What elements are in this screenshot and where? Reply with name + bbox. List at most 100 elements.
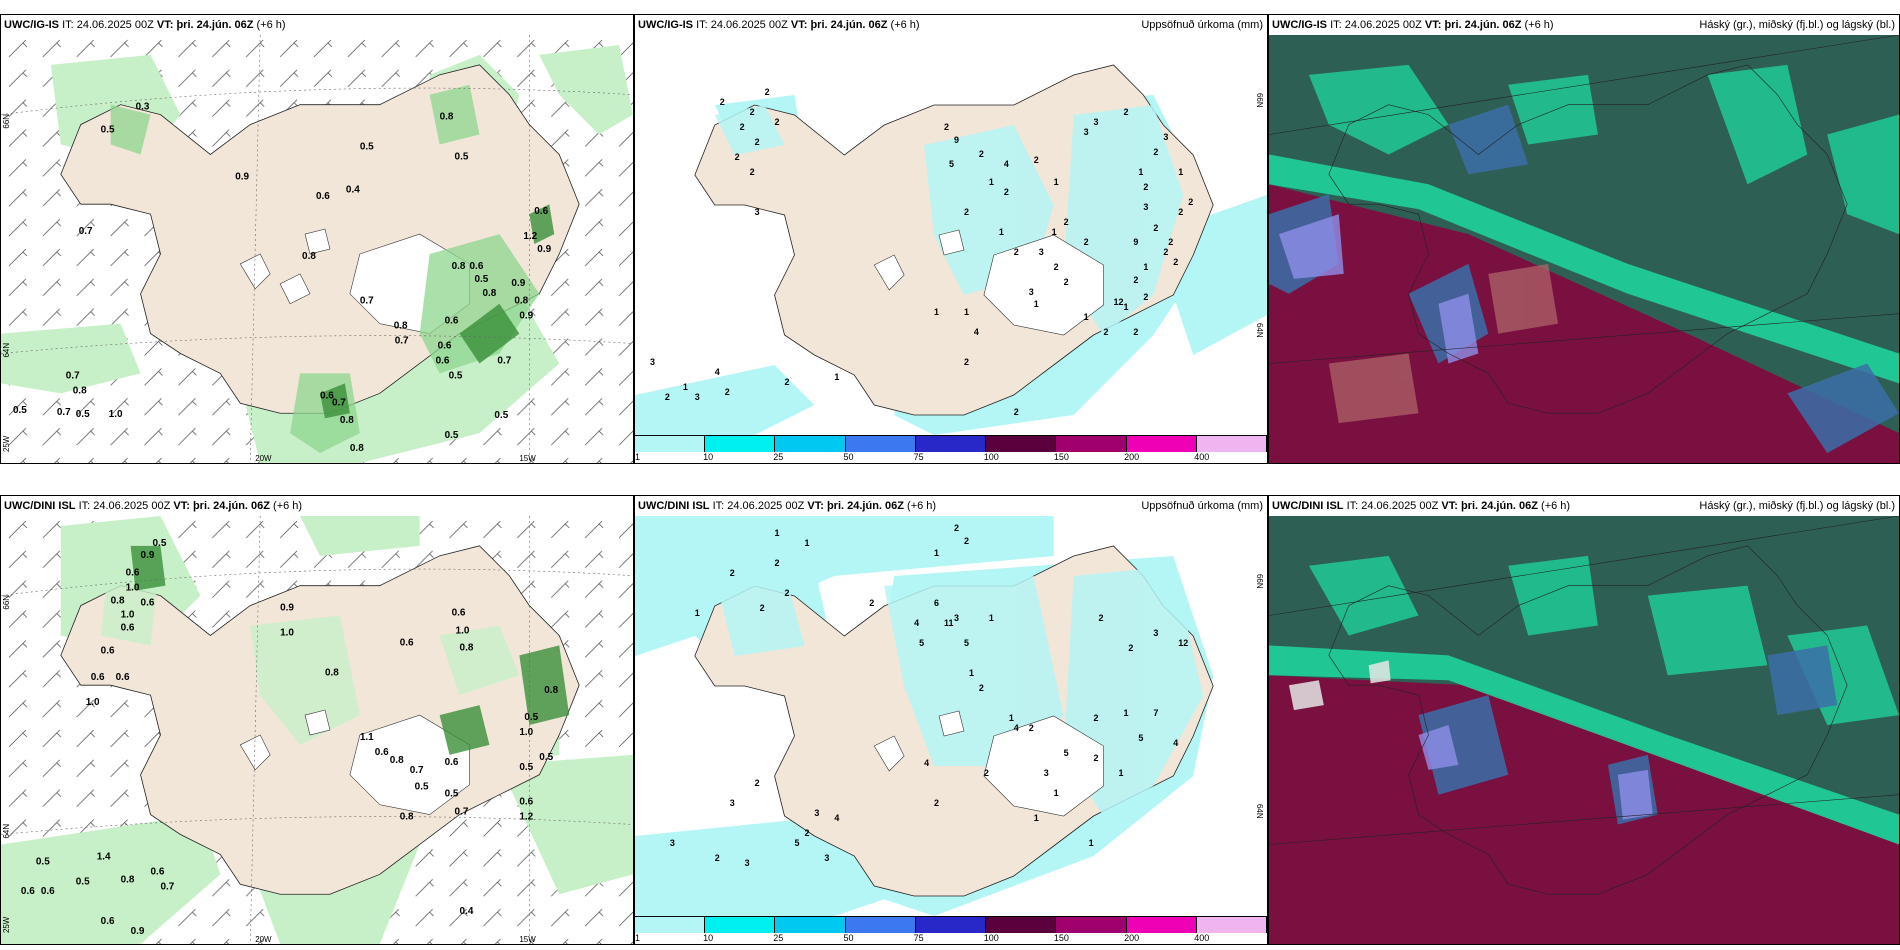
precip-value: 0.6 bbox=[101, 645, 115, 656]
legend-label: 10 bbox=[703, 933, 714, 943]
precip-legend: 1 10 25 50 75 100 150 200 400 bbox=[635, 916, 1267, 944]
legend-label: 25 bbox=[773, 452, 784, 462]
precip-value: 4 bbox=[1014, 723, 1019, 733]
lon-label: 15W bbox=[519, 935, 536, 944]
precip-value: 0.7 bbox=[57, 407, 71, 418]
precip-value: 7 bbox=[1153, 708, 1158, 718]
precip-value: 3 bbox=[730, 798, 735, 808]
precip-value: 1 bbox=[1178, 167, 1183, 177]
vt-value: þri. 24.jún. 06Z bbox=[810, 19, 888, 31]
precip-value: 0.5 bbox=[455, 151, 469, 162]
precip-value: 1 bbox=[683, 382, 688, 392]
precip-value: 2 bbox=[954, 523, 959, 533]
precip-value: 0.5 bbox=[445, 789, 459, 800]
precip-value: 0.5 bbox=[153, 538, 167, 549]
precip-value: 1 bbox=[1034, 813, 1039, 823]
precip-value: 0.6 bbox=[101, 916, 115, 927]
precip-value: 1 bbox=[1143, 262, 1148, 272]
precip-value: 3 bbox=[695, 392, 700, 402]
precip-value: 2 bbox=[1104, 327, 1109, 337]
precip-value: 0.8 bbox=[111, 596, 125, 607]
precip-value: 1.1 bbox=[360, 732, 374, 743]
precip-value: 0.5 bbox=[36, 856, 50, 867]
panel-header: UWC/DINI ISL IT: 24.06.2025 00Z VT: þri.… bbox=[1269, 496, 1899, 516]
precip-value: 0.5 bbox=[445, 430, 459, 441]
lat-label: 64N bbox=[2, 343, 11, 358]
precip-value: 1 bbox=[1089, 838, 1094, 848]
legend-swatch bbox=[705, 436, 776, 452]
precip-value: 2 bbox=[725, 387, 730, 397]
precip-value: 0.4 bbox=[460, 906, 474, 917]
precip-value: 2 bbox=[944, 122, 949, 132]
vt-value: þri. 24.jún. 06Z bbox=[1460, 500, 1538, 512]
precip-value: 2 bbox=[1168, 237, 1173, 247]
precip-value: 0.3 bbox=[136, 102, 150, 113]
precip-value: 2 bbox=[1178, 207, 1183, 217]
precip-value: 2 bbox=[755, 778, 760, 788]
precip-value: 0.6 bbox=[320, 390, 334, 401]
precip-value: 2 bbox=[750, 107, 755, 117]
panel-header: UWC/DINI ISL IT: 24.06.2025 00Z VT: þri.… bbox=[635, 496, 1267, 516]
it-label: IT: bbox=[1330, 19, 1342, 31]
precip-accum-map: 1 1 2 2 1 2 2 2 2 1 2 6 4 11 5 3 5 1 1 2 12 2 3 2 1 4 2 2 7 5 1 2 5 4 2 3 2 1… bbox=[635, 516, 1267, 916]
precip-value: 3 bbox=[745, 858, 750, 868]
precip-value: 0.5 bbox=[519, 762, 533, 773]
vt-value: þri. 24.jún. 06Z bbox=[826, 500, 904, 512]
precip-value: 1 bbox=[1123, 708, 1128, 718]
precip-value: 2 bbox=[775, 558, 780, 568]
precip-value: 9 bbox=[1133, 237, 1138, 247]
panel-bottom-middle: UWC/DINI ISL IT: 24.06.2025 00Z VT: þri.… bbox=[634, 495, 1268, 945]
panel-title: Uppsöfnuð úrkoma (mm) bbox=[1141, 19, 1263, 31]
panel-header: UWC/IG-IS IT: 24.06.2025 00Z VT: þri. 24… bbox=[1269, 15, 1899, 35]
precip-value: 2 bbox=[964, 207, 969, 217]
precip-value: 0.6 bbox=[534, 206, 548, 217]
model-name: UWC/DINI ISL bbox=[1272, 500, 1344, 512]
precip-value: 2 bbox=[1153, 223, 1158, 233]
lat-label: 66N bbox=[2, 595, 11, 610]
precip-value: 3 bbox=[1039, 247, 1044, 257]
precip-value: 4 bbox=[715, 367, 720, 377]
precip-value: 5 bbox=[949, 159, 954, 169]
precip-value: 0.7 bbox=[497, 355, 511, 366]
precip-value: 2 bbox=[979, 683, 984, 693]
cloud-cover-map bbox=[1269, 516, 1899, 944]
precip-value: 0.8 bbox=[302, 251, 316, 262]
precip-value: 0.8 bbox=[73, 385, 87, 396]
precip-value: 0.8 bbox=[544, 685, 558, 696]
precip-value: 1 bbox=[1009, 713, 1014, 723]
vt-label: VT: bbox=[173, 500, 190, 512]
vt-label: VT: bbox=[1441, 500, 1458, 512]
precip-value: 1.0 bbox=[280, 627, 294, 638]
precip-value: 2 bbox=[869, 598, 874, 608]
precip-value: 0.7 bbox=[79, 226, 93, 237]
precip-value: 2 bbox=[979, 149, 984, 159]
panel-title: Háský (gr.), miðský (fj.bl.) og lágský (… bbox=[1699, 19, 1895, 31]
legend-label: 50 bbox=[843, 452, 854, 462]
it-value: 24.06.2025 00Z bbox=[76, 19, 154, 31]
precip-value: 0.6 bbox=[400, 637, 414, 648]
precip-value: 0.5 bbox=[13, 405, 27, 416]
lon-label: 25W bbox=[2, 435, 11, 452]
precip-value: 1.0 bbox=[109, 409, 123, 420]
precip-value: 0.6 bbox=[519, 797, 533, 808]
precip-value: 0.8 bbox=[400, 812, 414, 823]
lat-label: 66N bbox=[2, 114, 11, 129]
precip-value: 0.6 bbox=[436, 355, 450, 366]
legend-label: 25 bbox=[773, 933, 784, 943]
precip-value: 3 bbox=[1094, 117, 1099, 127]
precip-value: 1.0 bbox=[456, 625, 470, 636]
precip-value: 0.9 bbox=[511, 278, 525, 289]
precip-value: 2 bbox=[1084, 237, 1089, 247]
precip-value: 3 bbox=[814, 808, 819, 818]
precip-value: 2 bbox=[1064, 217, 1069, 227]
precip-value: 0.5 bbox=[539, 752, 553, 763]
precip-value: 0.6 bbox=[470, 261, 484, 272]
precip-value: 1 bbox=[934, 548, 939, 558]
precip-value: 2 bbox=[760, 603, 765, 613]
precip-value: 1 bbox=[999, 227, 1004, 237]
precip-value: 9 bbox=[954, 135, 959, 145]
legend-label: 100 bbox=[983, 933, 999, 943]
panel-bottom-right: UWC/DINI ISL IT: 24.06.2025 00Z VT: þri.… bbox=[1268, 495, 1900, 945]
precip-value: 5 bbox=[1138, 733, 1143, 743]
model-name: UWC/DINI ISL bbox=[4, 500, 76, 512]
